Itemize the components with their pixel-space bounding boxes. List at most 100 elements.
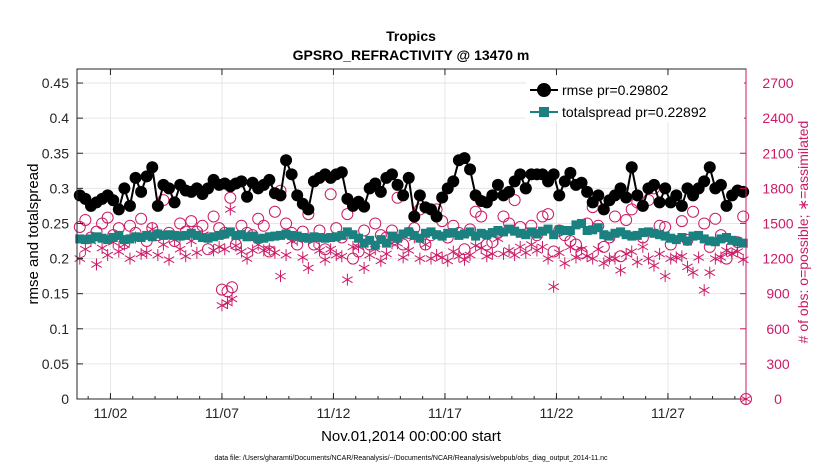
rmse-point	[397, 189, 410, 202]
obs-assimilated-point	[222, 297, 233, 310]
obs-assimilated-point	[548, 280, 560, 293]
spread-point	[510, 226, 520, 236]
spread-point	[482, 230, 492, 240]
obs-possible-point	[207, 210, 220, 223]
obs-possible-point	[101, 211, 114, 224]
spread-point	[694, 230, 704, 240]
spread-point	[415, 233, 425, 243]
axes: 11/02 11/07 11/12 11/17 11/22 11/27 0 0.05 0.1 0.…	[42, 69, 794, 421]
y-right-tick-label: 300	[766, 356, 790, 372]
y-left-tick-label: 0.35	[42, 145, 69, 161]
y-left-tick-label: 0	[61, 391, 69, 407]
spread-point	[727, 235, 737, 245]
rmse-point	[123, 199, 136, 212]
spread-point	[448, 228, 458, 238]
spread-point	[420, 228, 430, 238]
rmse-point	[146, 161, 159, 174]
obs-assimilated-point	[626, 245, 638, 258]
rmse-point	[402, 171, 415, 184]
spread-point	[365, 235, 375, 245]
rmse-point	[464, 163, 477, 176]
obs-assimilated-point	[375, 254, 387, 267]
obs-assimilated-point	[654, 247, 666, 260]
spread-point	[142, 230, 152, 240]
obs-assimilated-point	[648, 259, 660, 272]
spread-point	[454, 230, 464, 240]
obs-possible-point	[341, 208, 354, 221]
rmse-point	[636, 199, 649, 212]
rmse-point	[263, 173, 276, 186]
spread-point	[114, 230, 124, 240]
obs-assimilated-point	[280, 249, 292, 262]
obs-assimilated-point	[113, 245, 125, 258]
spread-point	[270, 231, 280, 241]
obs-assimilated-point	[224, 203, 236, 216]
obs-assimilated-point	[576, 243, 587, 256]
obs-assimilated-point	[219, 243, 231, 256]
obs-assimilated-point	[553, 246, 565, 259]
obs-possible-point	[536, 210, 549, 223]
spread-point	[326, 233, 336, 243]
spread-point	[705, 236, 715, 246]
obs-assimilated-point	[180, 250, 192, 263]
obs-assimilated-point	[676, 250, 688, 263]
obs-assimilated-point	[509, 249, 521, 262]
spread-point	[348, 230, 358, 240]
spread-point	[554, 225, 564, 235]
spread-point	[526, 227, 536, 237]
obs-assimilated-point	[341, 273, 353, 286]
spread-point	[253, 234, 263, 244]
spread-point	[320, 233, 330, 243]
obs-assimilated-point	[414, 252, 426, 265]
obs-possible-point	[135, 212, 148, 225]
obs-assimilated-point	[226, 292, 238, 305]
rmse-point	[547, 168, 560, 181]
spread-point	[92, 232, 102, 242]
rmse-point	[140, 170, 153, 183]
spread-point	[331, 232, 341, 242]
spread-point	[671, 235, 681, 245]
rmse-point	[698, 175, 711, 188]
spread-point	[136, 233, 146, 243]
spread-point	[682, 236, 692, 246]
spread-point	[504, 224, 514, 234]
obs-assimilated-point	[358, 261, 370, 274]
spread-point	[677, 233, 687, 243]
spread-point	[309, 232, 319, 242]
rmse-point	[720, 199, 733, 212]
rmse-point	[280, 154, 293, 167]
obs-assimilated-point	[247, 244, 259, 257]
spread-point	[560, 225, 570, 235]
rmse-point	[335, 166, 348, 179]
x-tick-label: 11/17	[428, 405, 462, 421]
y-left-tick-label: 0.45	[42, 75, 69, 91]
obs-possible-point	[608, 210, 621, 223]
obs-assimilated-point	[403, 244, 415, 257]
obs-assimilated-point	[442, 254, 454, 267]
spread-point	[337, 230, 347, 240]
y-left-tick-label: 0.2	[50, 251, 70, 267]
spread-point	[710, 237, 720, 247]
spread-point	[393, 233, 403, 243]
rmse-point	[514, 168, 527, 181]
spread-point	[593, 223, 603, 233]
spread-point	[610, 228, 620, 238]
y-right-tick-label: 1500	[762, 215, 793, 231]
obs-assimilated-point	[241, 252, 253, 265]
rmse-point	[737, 185, 750, 198]
obs-assimilated-point	[693, 251, 705, 264]
line-layer	[73, 152, 750, 250]
y-left-tick-label: 0.15	[42, 286, 69, 302]
y-right-tick-label: 900	[766, 286, 790, 302]
obs-assimilated-point	[152, 249, 164, 262]
obs-assimilated-point	[431, 249, 443, 262]
obs-assimilated-point	[275, 270, 286, 283]
spread-point	[75, 234, 85, 244]
obs-possible-point	[358, 224, 371, 237]
rmse-point	[285, 168, 298, 181]
obs-assimilated-point	[96, 242, 108, 255]
rmse-point	[648, 178, 661, 191]
x-tick-label: 11/02	[93, 405, 127, 421]
rmse-point	[430, 210, 443, 223]
